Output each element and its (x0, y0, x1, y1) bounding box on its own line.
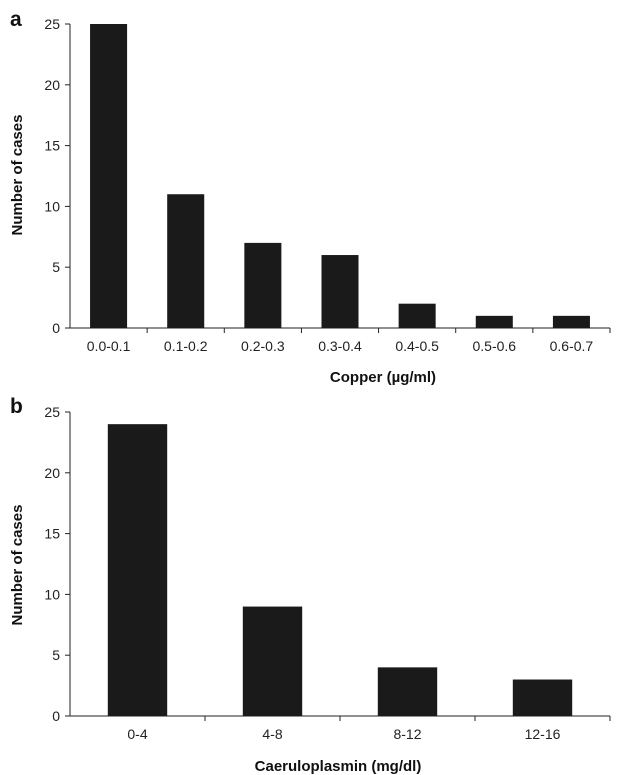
x-tick-label-a: 0.1-0.2 (164, 338, 208, 354)
x-tick-label-a: 0.4-0.5 (395, 338, 439, 354)
y-tick-label-a: 15 (44, 138, 60, 154)
x-tick-label-a: 0.6-0.7 (550, 338, 594, 354)
bar-a-0.5-0.6 (475, 315, 513, 328)
y-tick-label-b: 0 (52, 708, 60, 724)
x-axis-title-a: Copper (µg/ml) (330, 369, 436, 386)
bar-a-0.0-0.1 (90, 24, 128, 328)
chart-panel-a: a Number of cases Copper (µg/ml) 0 5 10 15 2… (9, 8, 611, 386)
chart-panel-b: b Number of cases Caeruloplasmin (mg/dl)… (9, 395, 611, 775)
y-tick-label-a: 5 (52, 259, 60, 275)
y-tick-label-a: 10 (44, 198, 60, 214)
x-ticks-b: 0-4 4-8 8-12 12-16 (127, 716, 611, 742)
y-tick-label-a: 20 (44, 77, 60, 93)
bars-a (90, 24, 590, 328)
y-axis-title-a: Number of cases (9, 115, 26, 236)
bar-b-8-12 (377, 667, 438, 716)
bar-b-12-16 (512, 679, 573, 716)
bar-b-4-8 (242, 606, 303, 716)
y-tick-label-a: 0 (52, 320, 60, 336)
y-tick-label-b: 15 (44, 526, 60, 542)
y-tick-label-b: 5 (52, 647, 60, 663)
x-tick-label-b: 8-12 (393, 726, 421, 742)
x-tick-label-b: 4-8 (262, 726, 282, 742)
y-ticks-b: 0 5 10 15 20 25 (44, 404, 70, 724)
bar-a-0.6-0.7 (552, 315, 590, 328)
x-tick-label-a: 0.5-0.6 (472, 338, 516, 354)
bars-b (107, 424, 573, 716)
x-tick-label-a: 0.0-0.1 (87, 338, 131, 354)
y-tick-label-b: 10 (44, 586, 60, 602)
panel-letter-b: b (10, 395, 23, 418)
y-tick-label-b: 25 (44, 404, 60, 420)
y-axis-title-b: Number of cases (9, 505, 26, 626)
x-ticks-a: 0.0-0.1 0.1-0.2 0.2-0.3 0.3-0.4 0.4-0.5 0.5-0… (87, 328, 611, 354)
bar-a-0.2-0.3 (244, 242, 282, 328)
bar-b-0-4 (107, 424, 168, 716)
x-tick-label-b: 0-4 (127, 726, 147, 742)
x-axis-title-b: Caeruloplasmin (mg/dl) (255, 758, 422, 775)
x-tick-label-a: 0.2-0.3 (241, 338, 285, 354)
y-tick-label-b: 20 (44, 465, 60, 481)
bar-a-0.3-0.4 (321, 255, 359, 328)
bar-a-0.1-0.2 (167, 194, 205, 328)
x-tick-label-b: 12-16 (525, 726, 561, 742)
y-ticks-a: 0 5 10 15 20 25 (44, 16, 70, 336)
panel-letter-a: a (10, 8, 22, 31)
bar-a-0.4-0.5 (398, 303, 436, 328)
x-tick-label-a: 0.3-0.4 (318, 338, 362, 354)
y-tick-label-a: 25 (44, 16, 60, 32)
